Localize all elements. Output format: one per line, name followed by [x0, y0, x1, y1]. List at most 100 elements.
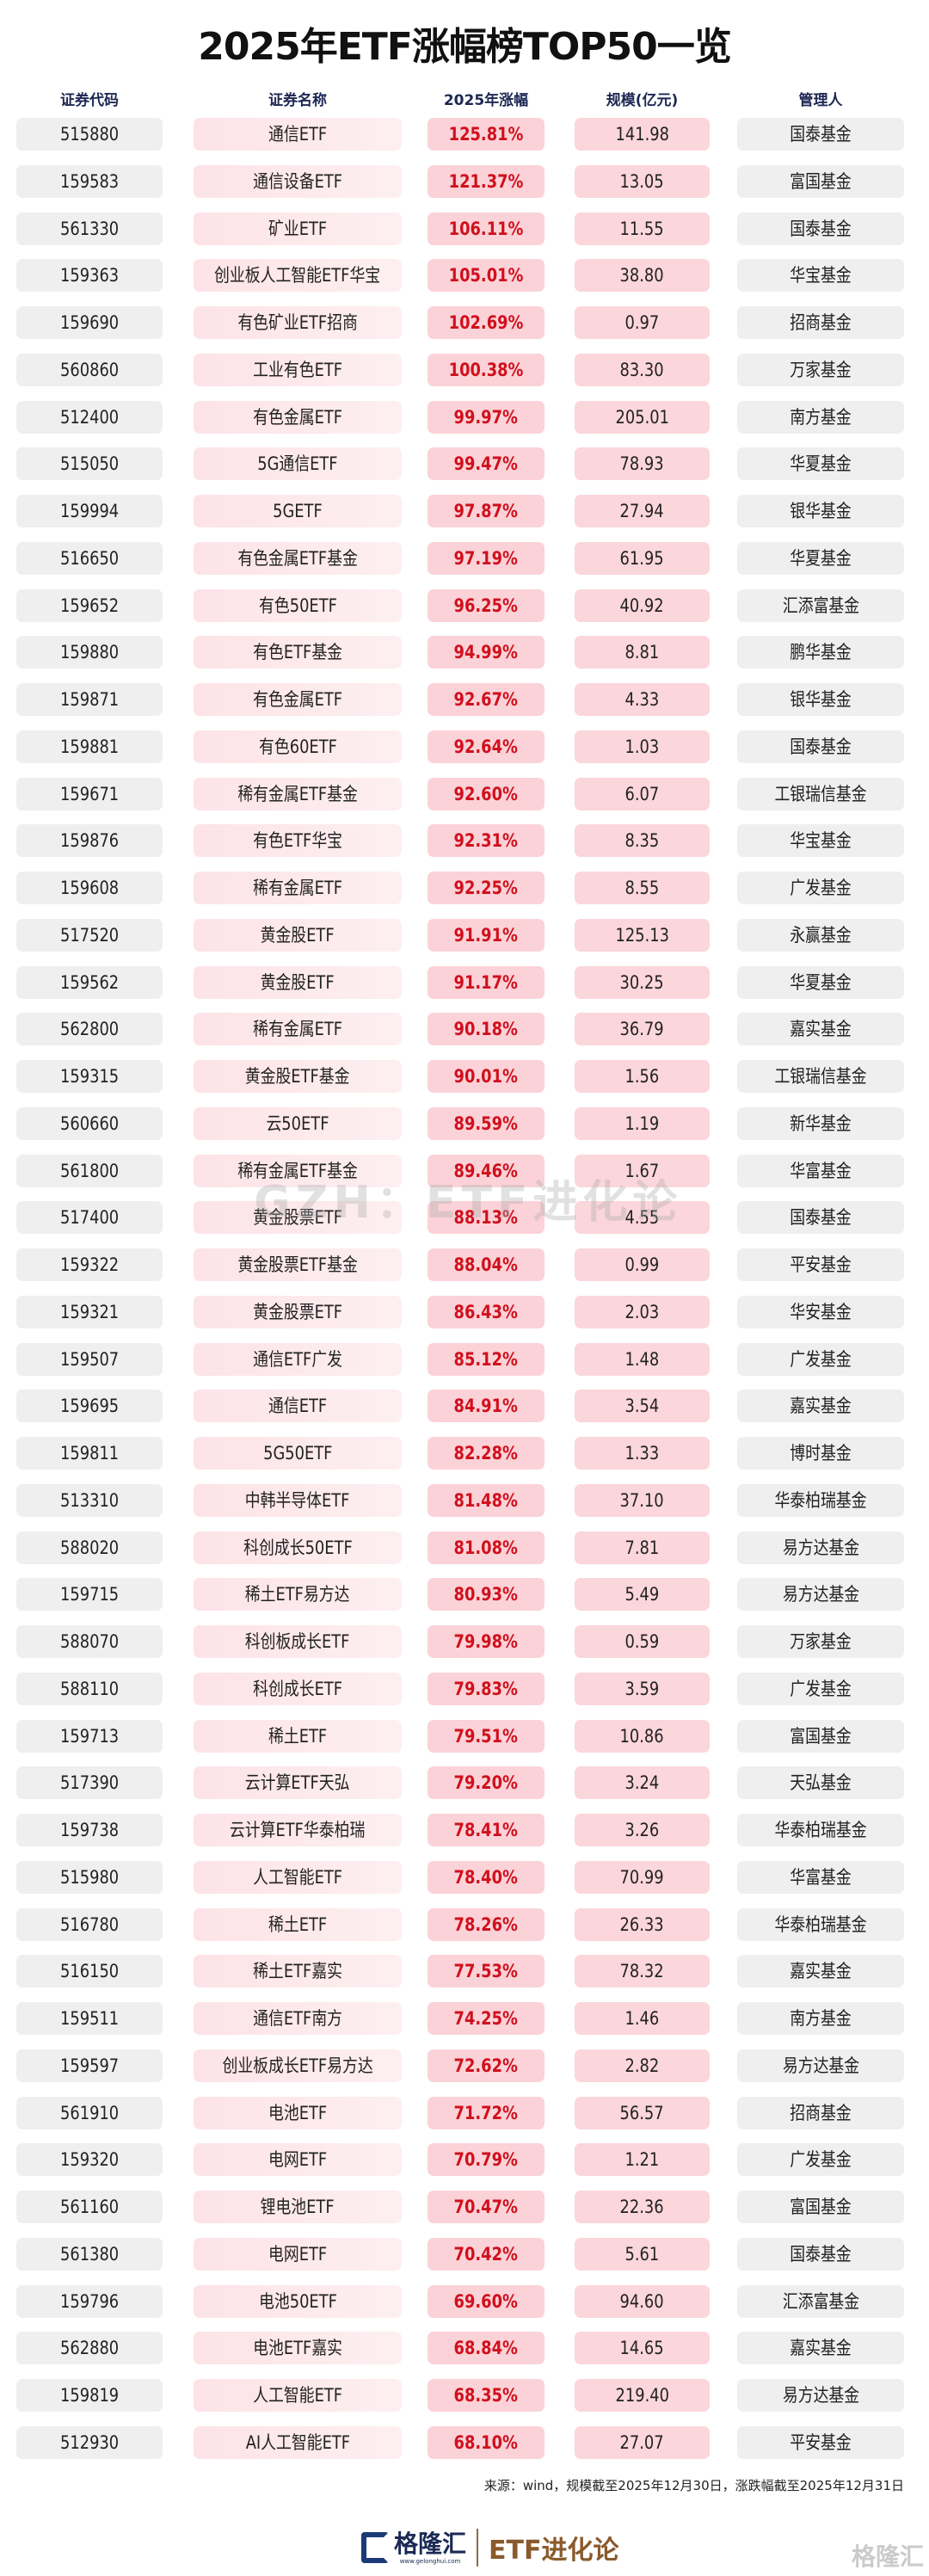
- cell-name: 稀土ETF嘉实: [194, 1955, 402, 1988]
- cell-size-text: 30.25: [619, 971, 665, 993]
- cell-name-text: 通信ETF南方: [253, 2008, 342, 2029]
- cell-code: 159738: [16, 1814, 163, 1846]
- cell-code: 159652: [16, 589, 163, 622]
- cell-change-text: 82.28%: [453, 1443, 519, 1464]
- cell-size: 0.97: [575, 306, 710, 339]
- cell-manager-text: 天弘基金: [790, 1772, 852, 1794]
- brand-block: 格隆汇 www.gelonghui.com: [394, 2530, 466, 2566]
- cell-size: 83.30: [575, 353, 710, 386]
- cell-code: 588020: [16, 1531, 163, 1564]
- cell-size: 4.33: [575, 683, 710, 716]
- cell-change: 97.87%: [428, 495, 544, 527]
- cell-name-text: 有色金属ETF: [253, 689, 342, 710]
- cell-code-text: 516780: [59, 1914, 120, 1935]
- cell-change: 89.59%: [428, 1106, 544, 1140]
- table-row: 515050 5G通信ETF 99.47% 78.93 华夏基金: [0, 447, 929, 481]
- cell-change-text: 92.67%: [453, 689, 519, 710]
- table-row: 159876 有色ETF华宝 92.31% 8.35 华宝基金: [0, 824, 929, 858]
- cell-code: 159695: [16, 1390, 163, 1423]
- cell-manager-text: 汇添富基金: [782, 2290, 859, 2312]
- cell-name: 人工智能ETF: [194, 1860, 402, 1894]
- table-row: 159880 有色ETF基金 94.99% 8.81 鹏华基金: [0, 636, 929, 669]
- cell-size-text: 8.35: [624, 830, 660, 852]
- cell-manager: 富国基金: [737, 1719, 904, 1753]
- column-name: ETF进化论: [489, 2536, 619, 2566]
- cell-manager-text: 华夏基金: [790, 971, 852, 993]
- table-row: 512930 AI人工智能ETF 68.10% 27.07 平安基金: [0, 2425, 929, 2459]
- cell-name: 5GETF: [194, 495, 402, 527]
- cell-manager-text: 华夏基金: [790, 547, 852, 569]
- cell-code-text: 159871: [59, 689, 120, 710]
- table-row: 560860 工业有色ETF 100.38% 83.30 万家基金: [0, 353, 929, 386]
- cell-change-text: 68.84%: [453, 2338, 519, 2359]
- cell-code: 159322: [16, 1248, 163, 1281]
- cell-name: 有色60ETF: [194, 730, 402, 763]
- cell-size-text: 6.07: [624, 783, 660, 804]
- cell-manager: 华宝基金: [737, 259, 904, 293]
- cell-name-text: 稀有金属ETF基金: [237, 783, 358, 804]
- cell-code: 562800: [16, 1013, 163, 1046]
- table-row: 562880 电池ETF嘉实 68.84% 14.65 嘉实基金: [0, 2332, 929, 2365]
- cell-name: 创业板人工智能ETF华宝: [194, 259, 402, 293]
- table-row: 516780 稀土ETF 78.26% 26.33 华泰柏瑞基金: [0, 1907, 929, 1941]
- cell-manager-text: 汇添富基金: [782, 595, 859, 616]
- cell-code: 588110: [16, 1672, 163, 1705]
- cell-code: 517520: [16, 918, 163, 952]
- cell-size: 125.13: [575, 918, 710, 952]
- cell-manager-text: 工银瑞信基金: [774, 783, 867, 804]
- cell-manager: 天弘基金: [737, 1766, 904, 1800]
- cell-name: 稀有金属ETF: [194, 1013, 402, 1046]
- cell-manager-text: 鹏华基金: [790, 642, 852, 663]
- cell-size-text: 22.36: [619, 2197, 665, 2217]
- cell-manager-text: 嘉实基金: [790, 1396, 852, 1417]
- cell-change-text: 89.46%: [453, 1160, 519, 1181]
- cell-manager: 新华基金: [737, 1106, 904, 1140]
- cell-size: 3.54: [575, 1390, 710, 1423]
- cell-name: 稀土ETF: [194, 1907, 402, 1941]
- cell-size-text: 1.46: [624, 2008, 660, 2029]
- cell-manager-text: 招商基金: [790, 2102, 852, 2123]
- cell-name-text: 黄金股ETF: [260, 924, 335, 946]
- cell-name-text: 黄金股票ETF基金: [237, 1254, 358, 1275]
- cell-size-text: 40.92: [619, 595, 665, 616]
- table-row: 159811 5G50ETF 82.28% 1.33 博时基金: [0, 1437, 929, 1470]
- table-row: 562800 稀有金属ETF 90.18% 36.79 嘉实基金: [0, 1013, 929, 1046]
- cell-manager-text: 南方基金: [790, 2008, 852, 2029]
- cell-name-text: 通信设备ETF: [253, 170, 342, 192]
- cell-size-text: 2.03: [624, 1301, 660, 1322]
- cell-code: 517390: [16, 1766, 163, 1800]
- cell-name-text: 有色50ETF: [258, 595, 337, 616]
- cell-size-text: 3.59: [624, 1678, 660, 1699]
- cell-code-text: 560860: [59, 359, 120, 380]
- cell-name-text: 科创板成长ETF: [245, 1631, 350, 1652]
- cell-change: 92.60%: [428, 777, 544, 810]
- cell-name-text: 电池50ETF: [258, 2290, 337, 2312]
- cell-change-text: 90.18%: [453, 1019, 519, 1040]
- cell-name: 有色50ETF: [194, 589, 402, 622]
- table-row: 560660 云50ETF 89.59% 1.19 新华基金: [0, 1106, 929, 1140]
- table-row: 159713 稀土ETF 79.51% 10.86 富国基金: [0, 1719, 929, 1753]
- cell-change-text: 96.25%: [453, 595, 519, 616]
- cell-size-text: 13.05: [619, 170, 665, 192]
- cell-name-text: 黄金股ETF基金: [245, 1066, 350, 1087]
- cell-change: 99.97%: [428, 400, 544, 434]
- source-note: 来源：wind，规模截至2025年12月30日，涨跌幅截至2025年12月31日: [483, 2478, 904, 2493]
- cell-change: 79.20%: [428, 1766, 544, 1800]
- cell-manager: 南方基金: [737, 2002, 904, 2035]
- cell-change-text: 99.97%: [453, 406, 519, 428]
- cell-code-text: 515880: [59, 124, 120, 145]
- cell-change: 78.40%: [428, 1860, 544, 1894]
- cell-size: 1.46: [575, 2002, 710, 2035]
- cell-manager-text: 国泰基金: [790, 2243, 852, 2265]
- logo-divider: [477, 2529, 479, 2567]
- cell-manager: 华夏基金: [737, 541, 904, 575]
- cell-change-text: 81.48%: [453, 1489, 519, 1511]
- cell-size: 1.56: [575, 1060, 710, 1093]
- cell-size-text: 8.55: [624, 878, 660, 898]
- table-row: 159322 黄金股票ETF基金 88.04% 0.99 平安基金: [0, 1248, 929, 1281]
- cell-name-text: 有色ETF华宝: [253, 830, 342, 852]
- table-row: 561380 电网ETF 70.42% 5.61 国泰基金: [0, 2237, 929, 2271]
- cell-manager: 广发基金: [737, 2143, 904, 2177]
- cell-name: 黄金股ETF: [194, 918, 402, 952]
- cell-manager-text: 华泰柏瑞基金: [774, 1914, 867, 1935]
